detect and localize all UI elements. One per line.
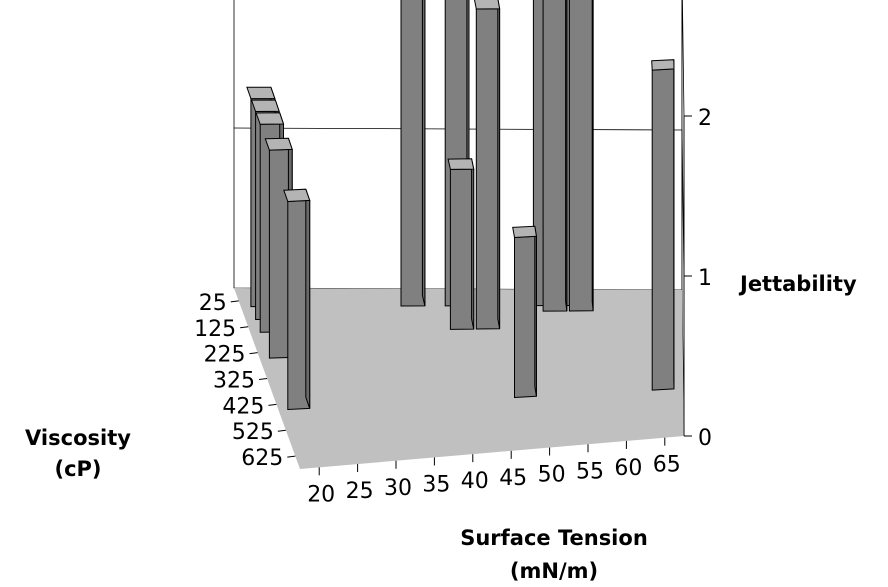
bar-top-face: [250, 99, 280, 113]
bar: [568, 0, 594, 312]
bar-side-face: [471, 158, 475, 330]
bar-front-face: [475, 8, 501, 330]
y-tick-label: 425: [222, 394, 264, 419]
bar-side-face: [565, 0, 568, 312]
y-tick-mark: [258, 378, 268, 380]
bar: [542, 0, 568, 312]
x-tick-label: 25: [346, 479, 374, 504]
bar: [512, 225, 537, 399]
bar-front-face: [542, 0, 568, 312]
x-tick-label: 35: [422, 472, 450, 497]
bar-top-face: [651, 59, 675, 71]
bar-front-face: [400, 0, 426, 307]
bar-side-face: [421, 0, 426, 307]
bar-group: [246, 0, 675, 411]
chart-floor: [234, 288, 684, 469]
y-tick-mark: [230, 300, 239, 303]
bar-front-face: [449, 168, 475, 330]
y-tick-label: 125: [194, 317, 236, 342]
bar-side-face: [591, 0, 594, 311]
bar: [283, 188, 311, 411]
y-tick-mark: [287, 455, 296, 458]
bar-top-face: [264, 137, 293, 151]
bar-top-face: [512, 225, 537, 239]
bar-front-face: [651, 68, 675, 391]
z-axis-title: Jettability: [738, 272, 857, 296]
bar-side-face: [497, 0, 501, 329]
bar-side-face: [305, 189, 311, 409]
bar-top-face: [474, 0, 501, 10]
y-tick-mark: [277, 429, 286, 432]
x-tick-label: 45: [499, 466, 527, 491]
y-axis-unit: (cP): [54, 457, 101, 481]
y-tick-mark: [249, 352, 258, 355]
bar: [651, 59, 675, 391]
y-tick-mark: [268, 403, 277, 406]
y-tick-label: 25: [199, 291, 227, 316]
bar-top-face: [246, 86, 276, 100]
z-tick-label: 1: [698, 266, 712, 291]
y-axis-title: Viscosity: [25, 426, 131, 450]
bar-top-face: [255, 112, 285, 125]
bar-top-face: [283, 188, 311, 203]
bar: [447, 158, 475, 330]
y-tick-label: 225: [204, 343, 246, 368]
bar-top-face: [447, 158, 475, 170]
x-tick-label: 30: [384, 476, 412, 501]
x-tick-label: 50: [538, 463, 566, 488]
bar: [474, 0, 501, 330]
x-tick-label: 55: [576, 459, 604, 484]
bar-side-face: [534, 226, 537, 397]
z-tick-label: 2: [698, 106, 712, 131]
bar: [400, 0, 426, 307]
x-tick-label: 40: [461, 469, 489, 494]
z-tick-label: 0: [698, 426, 712, 451]
y-tick-label: 625: [241, 446, 283, 471]
bar-front-face: [514, 235, 537, 399]
tick-marks: [230, 115, 692, 476]
y-tick-mark: [240, 326, 249, 329]
x-tick-label: 20: [307, 482, 335, 507]
x-axis-unit: (mN/m): [510, 559, 598, 583]
y-tick-label: 525: [232, 420, 274, 445]
gridline-z1: [233, 127, 685, 277]
bar-front-face: [568, 0, 594, 312]
x-axis-title: Surface Tension: [460, 526, 648, 550]
x-tick-label: 60: [614, 456, 642, 481]
x-tick-label: 65: [653, 453, 681, 478]
y-tick-label: 325: [213, 369, 255, 394]
floor-plane: [234, 288, 684, 469]
